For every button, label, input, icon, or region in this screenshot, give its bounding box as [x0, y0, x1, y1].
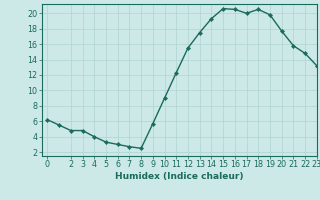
- X-axis label: Humidex (Indice chaleur): Humidex (Indice chaleur): [115, 172, 244, 181]
